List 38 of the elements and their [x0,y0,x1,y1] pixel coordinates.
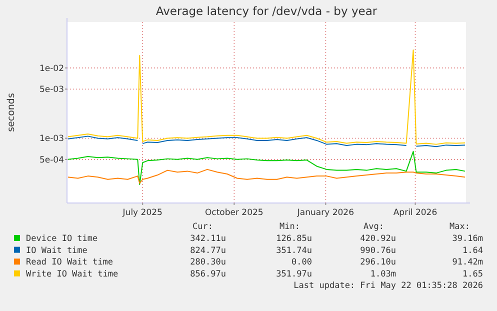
text: 1.64 [462,246,483,256]
text: 856.97u [190,269,226,280]
text: 351.74u [276,246,312,256]
y-tick-label: 1e-03 [39,134,64,144]
text: 351.97u [276,269,312,280]
text: 126.85u [276,234,312,244]
text: 420.92u [360,234,396,244]
text: Min: [280,222,300,232]
chart-title: Average latency for /dev/vda - by year [156,4,378,18]
y-tick-label: 1e-02 [39,64,64,74]
text: 39.16m [452,234,483,244]
text: 342.11u [190,234,226,244]
text: 1.65 [462,269,483,280]
text: Avg: [364,222,384,232]
y-axis-title: seconds [6,93,17,132]
y-tick-label: 5e-04 [39,155,64,166]
x-tick-label: July 2025 [122,208,162,218]
legend-label: Device IO time [26,234,98,244]
line-series [67,168,466,184]
text: 280.30u [190,258,226,268]
text: 91.42m [452,258,483,268]
text: 824.77u [190,246,226,256]
x-tick-label: April 2026 [393,208,438,218]
x-tick-label: January 2026 [296,208,354,218]
legend-label: Read IO Wait time [26,258,113,268]
text: 1.03m [370,269,396,280]
text: Cur: [192,222,213,232]
legend-label: IO Wait time [26,246,88,256]
text: Max: [450,222,470,232]
text: 990.76u [360,246,396,256]
text: Last update: Fri May 22 01:35:28 2026 [294,281,483,292]
text: 296.10u [360,258,396,268]
x-tick-label: October 2025 [204,208,264,218]
legend-label: Write IO Wait time [26,269,118,280]
line-series [67,49,466,145]
line-series [67,150,466,185]
text: 0.00 [292,258,312,268]
y-tick-label: 5e-03 [39,85,64,96]
